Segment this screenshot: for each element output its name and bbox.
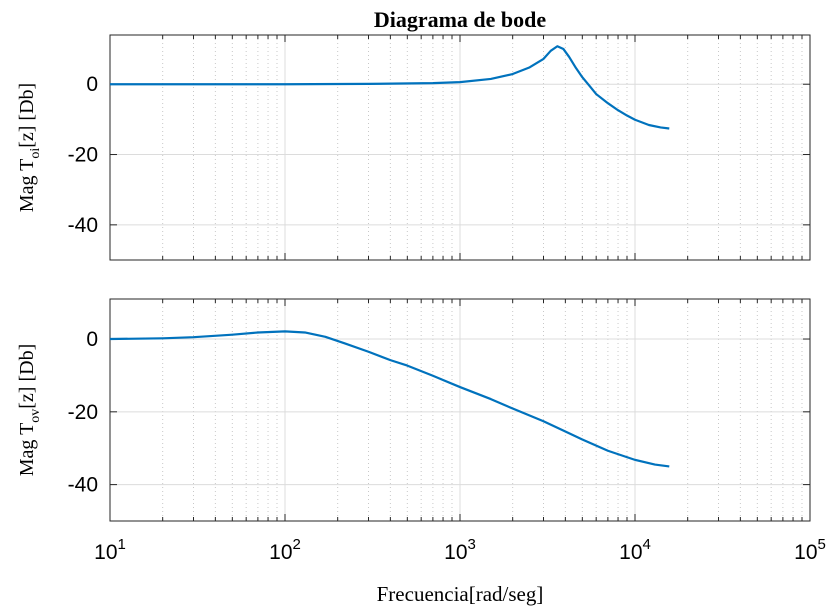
y-tick-label: -20 (68, 144, 98, 167)
y-tick-label: 0 (86, 73, 98, 96)
y-axis-label: Mag Tov[z] [Db] (16, 344, 43, 476)
x-tick-label: 104 (619, 536, 651, 564)
axes-box (109, 298, 811, 522)
x-tick-label: 105 (794, 536, 826, 564)
x-tick-label: 103 (444, 536, 476, 564)
y-tick-label: 0 (86, 328, 98, 351)
y-tick-label: -40 (68, 474, 98, 497)
series-line (109, 330, 670, 468)
magnitude-plot-toi: 0 -20 -40 Diagrama de bode Mag Toi[z] [Db] (16, 7, 811, 261)
x-tick-label: 102 (269, 536, 301, 564)
magnitude-plot-tov: 0 -20 -40 Mag Tov[z] [Db] 101 102 103 104 105 Fre… (16, 298, 826, 606)
y-axis-label: Mag Toi[z] [Db] (16, 83, 43, 212)
x-tick-label: 101 (94, 536, 126, 564)
x-axis-label: Frecuencia[rad/seg] (377, 582, 544, 606)
y-tick-label: -40 (68, 214, 98, 237)
y-tick-label: -20 (68, 401, 98, 424)
axes-box (109, 34, 811, 261)
chart-title: Diagrama de bode (374, 7, 547, 32)
series-line (110, 45, 670, 130)
